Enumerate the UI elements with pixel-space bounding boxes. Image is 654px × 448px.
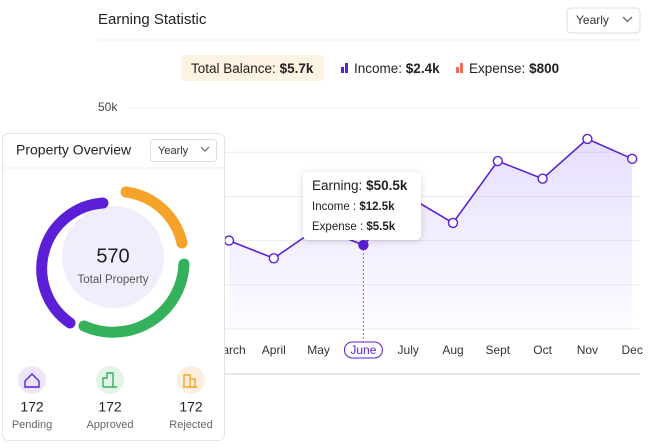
tooltip-income: Income : $12.5k [312,201,395,213]
value: $2.4k [406,61,440,76]
dropdown-value: Yearly [576,13,609,27]
balance-pill [181,55,324,81]
chevron [200,146,210,152]
area [229,138,633,329]
point [627,153,638,165]
label: Expense: [469,61,525,76]
value: $12.5k [359,201,395,213]
value: $5.7k [280,61,314,76]
point [223,235,235,246]
approved-icon [96,366,124,394]
label: Income : [312,201,356,213]
point [358,239,369,251]
label: Expense : [312,221,363,233]
rejected-icon [177,366,205,394]
donut-segment [36,197,109,329]
icon-glyph [102,372,117,388]
chevron [622,16,633,23]
point [537,173,548,184]
label: Total Balance: [191,61,276,76]
selected-category [343,341,383,359]
tooltip: Earning: $50.5k Income : $12.5k Expense : … [303,172,421,240]
point [447,217,459,229]
icon-glyph [24,373,40,388]
stat-label: Rejected [169,419,212,431]
pending-icon [18,366,46,394]
total-value: 570 [96,245,129,267]
x-tick-label: Dec [622,343,643,357]
donut-segment [120,186,188,249]
x-tick-label: Nov [577,343,598,357]
x-tick-label: April [262,343,286,357]
section-title: Earning Statistic [98,11,207,28]
stat-value: 172 [20,399,44,415]
icon [460,63,463,73]
y-tick-label: 50k [98,100,118,114]
panel-title: Property Overview [16,142,132,158]
icon [345,63,348,73]
label: Income: [354,61,402,76]
x-tick-label: May [307,343,330,357]
donut-segment [78,258,190,338]
total-label: Total Property [78,274,149,286]
label: Earning: [312,178,362,193]
donut-center [62,206,164,308]
line [228,137,633,260]
x-tick-label: June [350,343,376,357]
stat-label: Pending [12,419,52,431]
x-tick-label: Aug [442,343,463,357]
x-tick-label: Sept [485,343,510,357]
point [582,133,593,145]
icon [341,67,344,73]
period-dropdown[interactable] [566,7,641,34]
tooltip-bg [303,172,421,240]
stat-label: Approved [86,419,133,431]
stat-value: 172 [179,399,203,415]
value: $50.5k [366,178,408,193]
x-tick-label: Oct [533,343,552,357]
point [492,155,503,167]
tooltip-earning: Earning: $50.5k [312,178,408,193]
expense-label: Expense: $800 [469,61,559,76]
property-panel: Property Overview Yearly 570 Total Prope… [2,133,225,441]
value: $5.5k [366,221,395,233]
stat-value: 172 [98,399,122,415]
income-label: Income: $2.4k [354,61,440,76]
value: $800 [529,61,559,76]
tooltip-expense: Expense : $5.5k [312,221,396,233]
dropdown-value: Yearly [158,145,189,157]
period-dropdown[interactable] [150,139,217,162]
icon-glyph [183,374,197,388]
stats: 172 Pending 172 Approved 172 Rejected [12,399,213,431]
icon [456,67,459,73]
balance-label: Total Balance: $5.7k [191,61,314,76]
point [268,253,279,264]
x-tick-label: July [398,343,419,357]
